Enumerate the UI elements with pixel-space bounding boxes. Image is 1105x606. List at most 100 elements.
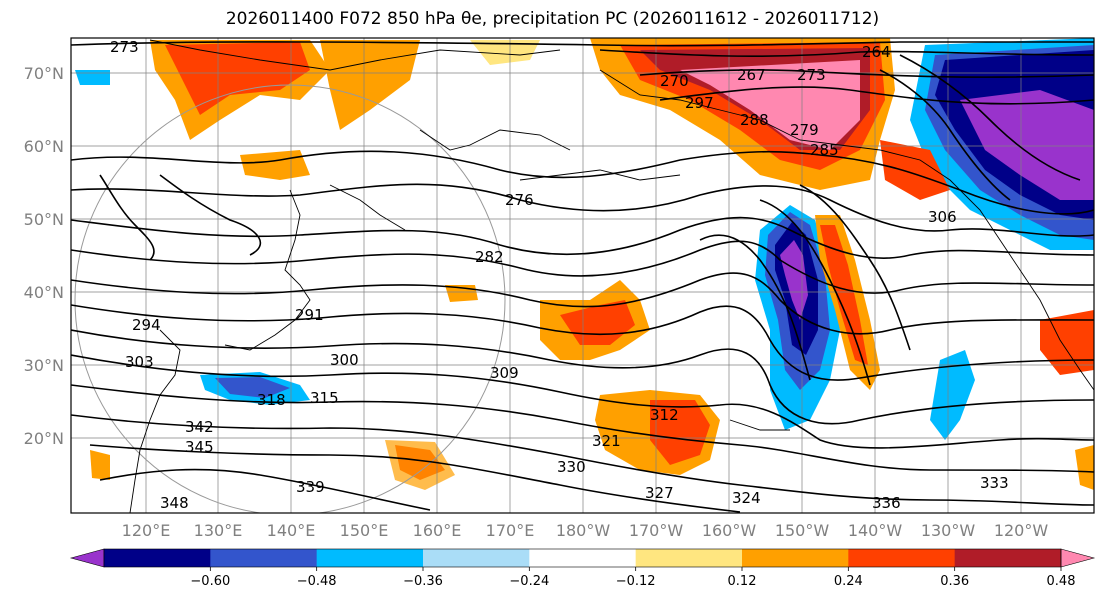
colorbar-bin bbox=[210, 549, 318, 567]
contour-label: 342 bbox=[185, 418, 214, 436]
longitude-label: 120°W bbox=[994, 521, 1049, 540]
contour-line bbox=[699, 234, 811, 381]
longitude-label: 140°W bbox=[848, 521, 903, 540]
contour-line bbox=[89, 444, 741, 513]
contour-label: 327 bbox=[645, 484, 674, 502]
coastline bbox=[599, 69, 1094, 391]
negative-anomaly-area bbox=[780, 240, 808, 320]
contour-label: 333 bbox=[980, 474, 1009, 492]
colorbar-tick-label: −0.24 bbox=[509, 574, 549, 589]
contour-line bbox=[71, 384, 1094, 473]
contour-label: 270 bbox=[660, 72, 689, 90]
map-frame bbox=[70, 37, 1095, 514]
negative-anomaly-area bbox=[930, 350, 975, 440]
contour-label: 291 bbox=[295, 306, 324, 324]
colorbar-tick-label: 0.24 bbox=[834, 574, 863, 589]
contour-line bbox=[71, 41, 1094, 47]
latitude-label: 20°N bbox=[24, 429, 64, 448]
contour-line bbox=[159, 174, 262, 256]
colorbar-bin bbox=[316, 549, 424, 567]
positive-anomaly-area bbox=[90, 450, 110, 480]
contour-label: 345 bbox=[185, 438, 214, 456]
contour-label: 267 bbox=[737, 66, 766, 84]
longitude-label: 120°E bbox=[122, 521, 171, 540]
contour-line bbox=[71, 414, 1094, 506]
contour-line bbox=[71, 354, 1094, 449]
contour-label: 273 bbox=[110, 38, 139, 56]
contour-label: 276 bbox=[505, 191, 534, 209]
contour-line bbox=[99, 468, 431, 511]
colorbar-tick-label: 0.48 bbox=[1047, 574, 1076, 589]
contour-line bbox=[71, 216, 1094, 259]
positive-anomaly-area bbox=[320, 40, 420, 130]
longitude-label: 180°W bbox=[556, 521, 611, 540]
latitude-labels: 70°N 60°N 50°N 40°N 30°N 20°N bbox=[24, 64, 64, 448]
positive-anomaly-area bbox=[680, 60, 860, 150]
positive-anomaly-area bbox=[470, 40, 540, 65]
colorbar-bin bbox=[529, 549, 637, 567]
positive-anomaly-area bbox=[820, 225, 868, 365]
figure-title: 2026011400 F072 850 hPa θe, precipitatio… bbox=[225, 9, 880, 29]
contour-line bbox=[99, 174, 155, 261]
colorbar-bin bbox=[954, 549, 1062, 567]
coastline bbox=[129, 329, 181, 513]
range-ring bbox=[74, 84, 506, 513]
positive-anomaly-area bbox=[880, 140, 950, 200]
contour-label: 321 bbox=[592, 432, 621, 450]
colorbar-bin bbox=[423, 549, 530, 567]
contour-labels: 273 264 267 270 273 276 279 282 285 288 … bbox=[110, 38, 1009, 512]
contour-label: 273 bbox=[797, 66, 826, 84]
coastline bbox=[729, 419, 790, 431]
contour-label: 315 bbox=[310, 389, 339, 407]
contour-label: 309 bbox=[490, 364, 519, 382]
contour-line bbox=[599, 49, 1094, 57]
contour-line bbox=[659, 86, 1094, 105]
latitude-label: 50°N bbox=[24, 210, 64, 229]
colorbar-tick-label: −0.48 bbox=[297, 574, 337, 589]
contour-line bbox=[899, 54, 1081, 181]
colorbar-tick-label: −0.60 bbox=[190, 574, 230, 589]
map-content bbox=[71, 38, 1094, 513]
colorbar-bin bbox=[742, 549, 849, 567]
latitude-label: 60°N bbox=[24, 137, 64, 156]
contour-label: 330 bbox=[557, 458, 586, 476]
contour-line bbox=[71, 304, 1094, 381]
positive-anomaly-area bbox=[1075, 445, 1094, 490]
contour-line bbox=[71, 183, 1094, 237]
colorbar-tick-label: −0.36 bbox=[403, 574, 443, 589]
colorbar-over-triangle bbox=[1060, 548, 1096, 568]
longitude-label: 150°W bbox=[775, 521, 830, 540]
contour-label: 282 bbox=[475, 248, 504, 266]
colorbar-tick-label: 0.36 bbox=[940, 574, 969, 589]
contour-label: 336 bbox=[872, 494, 901, 512]
latitude-label: 30°N bbox=[24, 356, 64, 375]
longitude-labels: 120°E 130°E 140°E 150°E 160°E 170°E 180°… bbox=[122, 521, 1049, 540]
theta-e-contours bbox=[71, 41, 1094, 513]
contour-line bbox=[71, 150, 1094, 215]
coastline bbox=[224, 189, 311, 351]
positive-anomaly-area bbox=[650, 400, 710, 465]
colorbar-tick-label: −0.12 bbox=[616, 574, 656, 589]
coastline bbox=[329, 184, 406, 231]
contour-line bbox=[759, 199, 871, 386]
contour-label: 297 bbox=[685, 94, 714, 112]
negative-anomaly-area bbox=[215, 377, 290, 398]
colorbar: −0.60 −0.48 −0.36 −0.24 −0.12 0.12 0.24 0.36 0.4… bbox=[69, 548, 1096, 589]
latitude-label: 40°N bbox=[24, 283, 64, 302]
longitude-label: 140°E bbox=[267, 521, 316, 540]
contour-line bbox=[71, 272, 1094, 335]
colorbar-bin bbox=[104, 549, 211, 567]
contour-line bbox=[799, 184, 911, 351]
contour-label: 279 bbox=[790, 121, 819, 139]
negative-anomaly-area bbox=[75, 70, 110, 85]
latitude-label: 70°N bbox=[24, 64, 64, 83]
contour-label: 288 bbox=[740, 111, 769, 129]
contour-label: 306 bbox=[928, 208, 957, 226]
longitude-label: 160°W bbox=[702, 521, 757, 540]
coastline bbox=[149, 39, 561, 71]
longitude-label: 130°W bbox=[921, 521, 976, 540]
contour-label: 264 bbox=[862, 43, 891, 61]
contour-label: 324 bbox=[732, 489, 761, 507]
colorbar-bin bbox=[635, 549, 743, 567]
